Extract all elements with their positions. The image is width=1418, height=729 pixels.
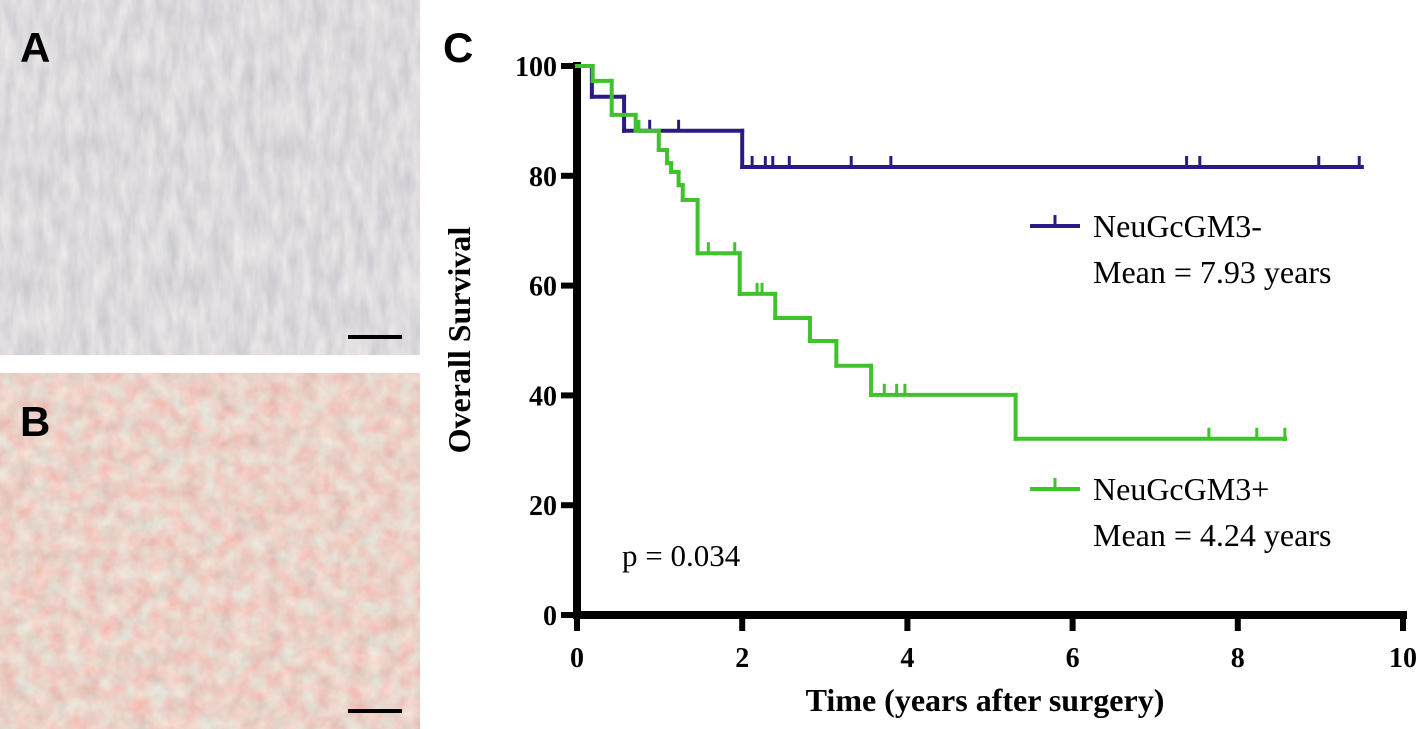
y-axis-title: Overall Survival — [441, 227, 477, 454]
y-tick-label: 0 — [543, 601, 557, 632]
p-value: p = 0.034 — [622, 538, 741, 573]
legend-mean: Mean = 4.24 years — [1093, 517, 1331, 553]
y-tick-label: 20 — [529, 491, 557, 522]
legend-mean: Mean = 7.93 years — [1093, 254, 1331, 290]
legend-label: NeuGcGM3- — [1093, 208, 1262, 244]
x-axis-title: Time (years after surgery) — [806, 682, 1165, 718]
panel-label: A — [20, 24, 50, 71]
x-tick-label: 10 — [1389, 643, 1417, 674]
y-tick-label: 100 — [515, 52, 557, 83]
y-tick-label: 60 — [529, 272, 557, 303]
y-tick-label: 80 — [529, 162, 557, 193]
x-tick-label: 6 — [1066, 643, 1080, 674]
x-tick-label: 4 — [900, 643, 914, 674]
micrograph-a — [0, 0, 420, 355]
x-tick-label: 8 — [1231, 643, 1245, 674]
y-tick-label: 40 — [529, 381, 557, 412]
panel-label: B — [20, 398, 50, 445]
panel-label: C — [443, 24, 473, 71]
legend-label: NeuGcGM3+ — [1093, 471, 1269, 507]
x-tick-label: 0 — [570, 643, 584, 674]
micrograph-b — [0, 373, 420, 729]
x-tick-label: 2 — [735, 643, 749, 674]
